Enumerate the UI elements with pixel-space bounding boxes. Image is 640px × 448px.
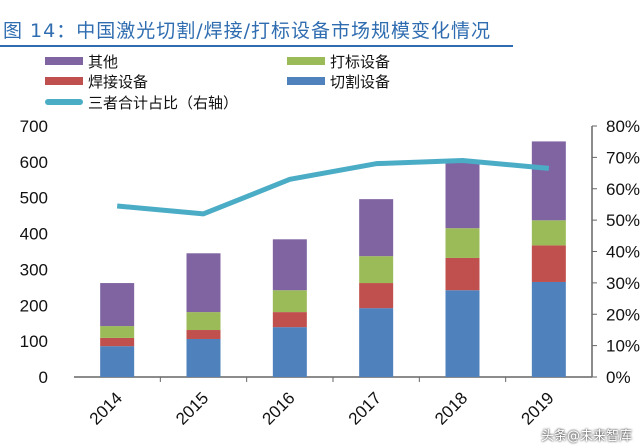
y2-tick-label: 30% [606,274,640,293]
legend-swatch [45,57,83,65]
y2-tick-label: 70% [606,148,640,167]
chart-title: 图 14：中国激光切割/焊接/打标设备市场规模变化情况 [3,20,492,42]
y-tick-label: 300 [20,260,48,279]
bar-segment [531,281,566,377]
x-tick-label: 2017 [345,388,385,428]
bar-segment [272,290,307,313]
y-tick-label: 600 [20,153,48,172]
bar-segment [445,257,480,291]
y-tick-label: 0 [39,368,48,387]
share-line [116,158,550,217]
bar-segment [531,141,566,221]
bar-segment [445,228,480,258]
bar-segment [359,199,394,257]
legend-label: 切割设备 [330,72,391,91]
y2-tick-label: 50% [606,211,640,230]
y2-tick-label: 0% [606,368,631,387]
bar-segment [100,326,135,338]
y-tick-label: 700 [20,117,48,136]
x-tick-label: 2014 [86,388,126,428]
legend-swatch [287,57,325,65]
y2-tick-label: 80% [606,117,640,136]
legend-item-other: 其他 [45,51,118,71]
bar-segment [186,253,221,313]
bar-segment [186,338,221,377]
y2-tick-label: 60% [606,180,640,199]
bar-segment [445,160,480,229]
bar-segment [186,330,221,339]
y-tick-label: 100 [20,332,48,351]
bar-segment [445,290,480,377]
bar-segment [100,346,135,377]
x-tick-label: 2019 [517,388,557,428]
legend-swatch [287,77,325,85]
y-tick-label: 400 [20,225,48,244]
bar-segment [359,308,394,377]
legend-label: 焊接设备 [88,72,149,91]
bar-segment [186,312,221,331]
bar-segment [531,220,566,246]
y2-tick-label: 40% [606,243,640,262]
x-tick-label: 2018 [431,388,471,428]
legend-swatch [45,77,83,85]
bar-segment [359,256,394,284]
watermark: 头条@未来智库 [540,429,632,444]
y2-tick-label: 10% [606,337,640,356]
bar-segment [272,312,307,328]
bar-segment [272,239,307,291]
bar-segment [272,327,307,377]
legend-label: 其他 [88,52,119,71]
bar-segment [100,283,135,327]
bar-segment [359,283,394,309]
legend-item-welding: 焊接设备 [45,71,148,91]
legend-item-share-line: 三者合计占比（右轴） [45,92,238,112]
y2-tick-label: 20% [606,305,640,324]
y-tick-label: 500 [20,189,48,208]
legend-label: 打标设备 [330,52,391,71]
legend-label: 三者合计占比（右轴） [88,93,239,112]
legend-item-cutting: 切割设备 [287,71,390,91]
title-divider [0,45,513,47]
y-tick-label: 200 [20,296,48,315]
bar-segment [100,337,135,347]
legend-swatch [45,99,83,105]
legend-item-marking: 打标设备 [287,51,390,71]
x-tick-label: 2015 [172,388,212,428]
x-tick-label: 2016 [258,388,298,428]
bar-segment [531,245,566,282]
